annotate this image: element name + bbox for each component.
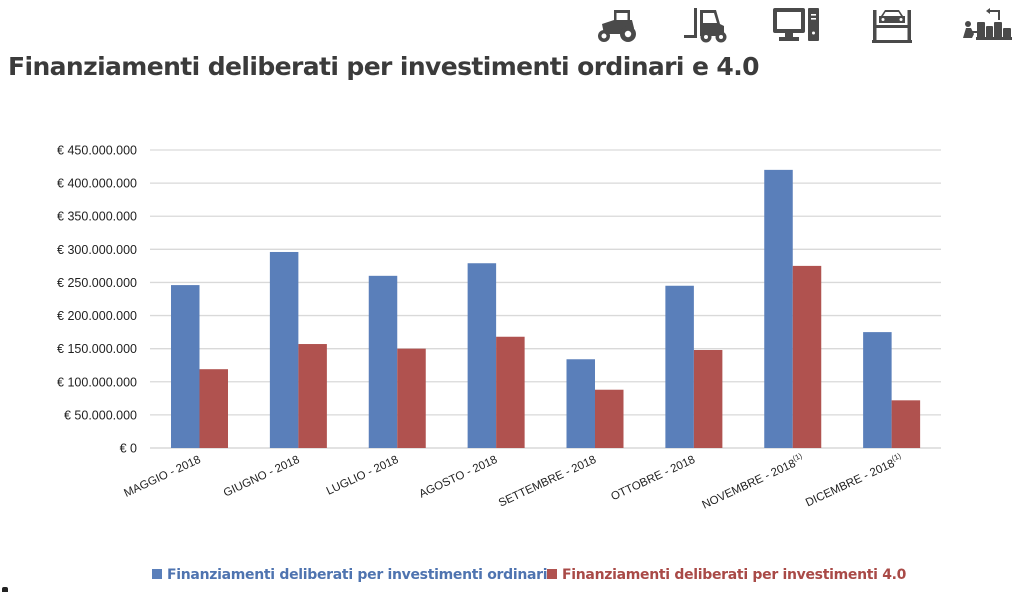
y-tick-label: € 450.000.000 [57,144,137,158]
bar-ordinari [566,359,595,448]
bar-4-0 [891,400,921,448]
x-tick-superscript: (1) [890,451,903,463]
y-tick-label: € 50.000.000 [64,408,137,422]
y-axis-tick-labels: € 0 € 50.000.000 € 100.000.000 € 150.000.00… [57,144,137,456]
x-tick-label: AGOSTO - 2018 [417,454,499,501]
x-tick-label-text: AGOSTO - 2018 [417,454,499,501]
x-tick-label-text: OTTOBRE - 2018 [609,454,697,503]
bar-ordinari [467,263,497,448]
bar-ordinari [368,275,398,448]
legend-label-4-0: Finanziamenti deliberati per investiment… [562,567,907,583]
x-tick-label: NOVEMBRE - 2018(1) [699,451,806,512]
x-tick-label-text: LUGLIO - 2018 [325,454,401,498]
x-tick-label: GIUGNO - 2018 [222,454,302,500]
bar-chart: € 0 € 50.000.000 € 100.000.000 € 150.000.00… [57,144,941,512]
y-tick-label: € 100.000.000 [57,375,137,389]
bar-4-0 [397,348,426,448]
legend-swatch-4-0 [547,569,557,579]
page-title: Finanziamenti deliberati per investiment… [8,52,760,81]
legend-item-4-0: Finanziamenti deliberati per investiment… [547,567,906,583]
y-tick-label: € 350.000.000 [57,210,137,224]
bar-4-0 [595,389,624,448]
tractor-icon [598,10,636,42]
forklift-icon [684,8,727,43]
bar-ordinari [269,251,299,448]
bar-4-0 [693,349,723,448]
y-tick-label: € 300.000.000 [57,243,137,257]
industrial-workshop-icon [963,8,1012,40]
bar-4-0 [199,369,228,448]
bar-ordinari [863,332,892,448]
x-tick-label: SETTEMBRE - 2018 [497,454,598,510]
x-tick-label: OTTOBRE - 2018 [609,454,697,503]
bar-ordinari [171,285,200,448]
bar-ordinari [764,169,793,448]
legend-item-ordinari: Finanziamenti deliberati per investiment… [152,567,548,583]
y-tick-label: € 0 [120,442,137,456]
x-tick-label: DICEMBRE - 2018(1) [803,451,906,509]
y-tick-label: € 200.000.000 [57,309,137,323]
x-tick-label: MAGGIO - 2018 [122,454,202,500]
bar-4-0 [496,336,525,448]
y-tick-label: € 400.000.000 [57,177,137,191]
x-tick-superscript: (1) [791,451,804,463]
car-lift-icon [872,10,912,43]
x-tick-label: LUGLIO - 2018 [325,454,401,498]
x-tick-label-text: NOVEMBRE - 2018 [700,458,797,512]
x-tick-label-text: GIUGNO - 2018 [222,454,302,500]
legend-label-ordinari: Finanziamenti deliberati per investiment… [167,567,548,583]
y-tick-label: € 150.000.000 [57,342,137,356]
legend-swatch-ordinari [152,569,162,579]
header-icons [0,6,1024,46]
bar-4-0 [298,344,327,448]
x-axis-tick-labels: MAGGIO - 2018 GIUGNO - 2018 LUGLIO - 2018 A… [122,451,906,512]
gridlines [150,149,941,449]
y-tick-label: € 250.000.000 [57,276,137,290]
bar-ordinari [665,285,694,448]
bars [171,169,921,448]
x-tick-label-text: DICEMBRE - 2018 [804,458,897,510]
x-tick-label-text: MAGGIO - 2018 [122,454,202,500]
bar-4-0 [792,265,822,448]
x-tick-label-text: SETTEMBRE - 2018 [497,454,598,510]
cropped-mark [2,587,8,592]
computer-icon [773,8,819,41]
